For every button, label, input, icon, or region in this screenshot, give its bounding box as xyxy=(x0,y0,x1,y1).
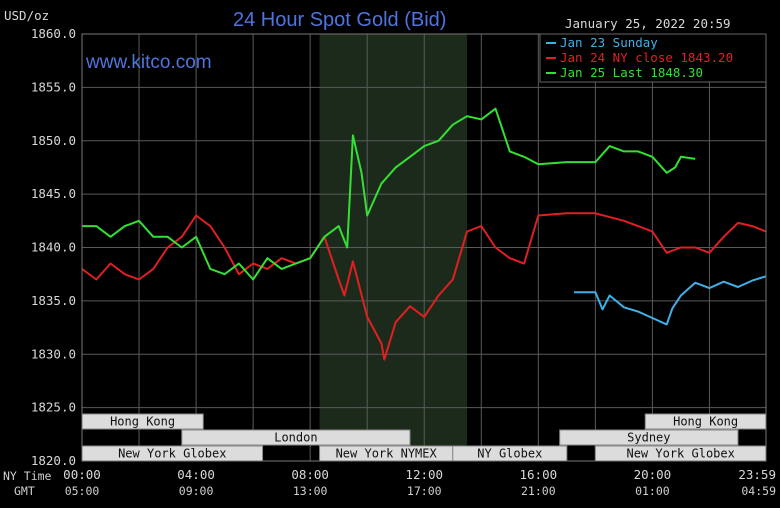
market-label: New York NYMEX xyxy=(336,447,438,461)
market-label: NY Globex xyxy=(477,447,542,461)
x-tick-label-gmt: 21:00 xyxy=(521,484,556,498)
y-tick-label: 1835.0 xyxy=(31,293,76,308)
grid-lines xyxy=(81,33,767,462)
x-tick-label-gmt: 05:00 xyxy=(65,484,100,498)
market-label: Hong Kong xyxy=(673,415,738,429)
series-lines xyxy=(81,107,767,361)
market-box: New York Globex xyxy=(81,445,264,462)
market-box-bg xyxy=(559,429,739,446)
y-tick-label: 1830.0 xyxy=(31,346,76,361)
market-box: NY Globex xyxy=(452,445,568,462)
x-tick-label-ny: 08:00 xyxy=(291,467,329,482)
market-box-bg xyxy=(181,429,411,446)
x-axis-ticks: 00:00 05:00 04:00 09:00 08:00 13:00 12:00 17:00… xyxy=(63,467,776,498)
x-tick-label-ny: 16:00 xyxy=(520,467,558,482)
y-tick-label: 1840.0 xyxy=(31,240,76,255)
y-tick-label: 1820.0 xyxy=(31,453,76,468)
x-tick-label-gmt: 04:59 xyxy=(741,484,776,498)
y-tick-label: 1860.0 xyxy=(31,26,76,41)
market-label: London xyxy=(274,431,317,445)
y-axis-ticks: 1860.0 1855.0 1850.0 1845.0 1840.0 1835.0 1830… xyxy=(31,26,76,468)
timestamp: January 25, 2022 20:59 xyxy=(565,16,731,31)
market-label: Sydney xyxy=(627,431,670,445)
x-tick-label-gmt: 17:00 xyxy=(407,484,442,498)
series-line-2 xyxy=(81,212,767,361)
series-line-3 xyxy=(82,107,696,281)
x-tick-label-gmt: 01:00 xyxy=(635,484,670,498)
series-line-1 xyxy=(574,275,767,326)
legend-box xyxy=(539,33,767,83)
y-tick-label: 1825.0 xyxy=(31,400,76,415)
x-tick-label-ny: 04:00 xyxy=(177,467,215,482)
x-tick-label-ny: 23:59 xyxy=(738,467,776,482)
market-box: Sydney xyxy=(559,429,739,446)
chart-title: 24 Hour Spot Gold (Bid) xyxy=(233,9,446,31)
y-tick-label: 1845.0 xyxy=(31,186,76,201)
x-tick-label-ny: 20:00 xyxy=(634,467,672,482)
legend-label: Jan 24 NY close 1843.20 xyxy=(560,50,733,65)
x-tick-label-gmt: 13:00 xyxy=(293,484,328,498)
legend-label: Jan 25 Last 1848.30 xyxy=(560,65,703,80)
x-tick-label-gmt: 09:00 xyxy=(179,484,214,498)
market-label: New York Globex xyxy=(118,447,226,461)
ny-time-label: NY Time xyxy=(3,469,52,483)
market-box: New York Globex xyxy=(594,445,767,462)
website-watermark: www.kitco.com xyxy=(85,52,212,73)
market-label: Hong Kong xyxy=(110,415,175,429)
units-label: USD/oz xyxy=(4,8,49,23)
legend-label: Jan 23 Sunday xyxy=(560,35,658,50)
gmt-label: GMT xyxy=(14,484,35,498)
market-box: London xyxy=(181,429,411,446)
y-tick-label: 1850.0 xyxy=(31,133,76,148)
market-sessions: Hong Kong London New York Globex New York N… xyxy=(81,413,767,462)
market-box: Hong Kong xyxy=(644,413,767,430)
market-box: Hong Kong xyxy=(81,413,204,430)
x-tick-label-ny: 12:00 xyxy=(405,467,443,482)
y-tick-label: 1855.0 xyxy=(31,79,76,94)
market-label: New York Globex xyxy=(626,447,734,461)
market-box: New York NYMEX xyxy=(319,445,454,462)
plot-frame xyxy=(81,33,767,462)
x-tick-label-ny: 00:00 xyxy=(63,467,101,482)
